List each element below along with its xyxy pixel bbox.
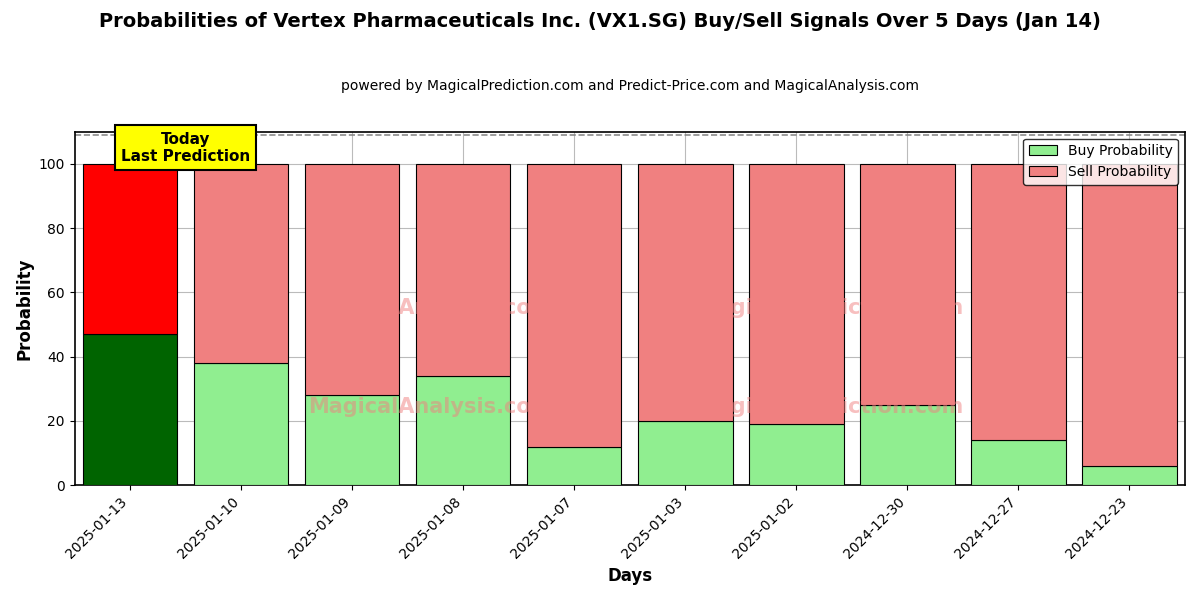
Text: MagicalAnalysis.com: MagicalAnalysis.com xyxy=(307,298,552,319)
Bar xyxy=(83,334,178,485)
Title: powered by MagicalPrediction.com and Predict-Price.com and MagicalAnalysis.com: powered by MagicalPrediction.com and Pre… xyxy=(341,79,919,93)
Bar xyxy=(749,424,844,485)
Legend: Buy Probability, Sell Probability: Buy Probability, Sell Probability xyxy=(1024,139,1178,185)
Bar xyxy=(749,164,844,424)
Bar xyxy=(527,446,622,485)
Text: Today
Last Prediction: Today Last Prediction xyxy=(121,131,251,164)
Bar xyxy=(416,376,510,485)
Bar xyxy=(194,164,288,363)
Bar xyxy=(638,164,732,421)
Bar xyxy=(971,440,1066,485)
Text: MagicalPrediction.com: MagicalPrediction.com xyxy=(696,397,964,418)
Bar xyxy=(860,164,955,405)
Bar xyxy=(1082,164,1177,466)
Bar xyxy=(638,421,732,485)
Bar xyxy=(971,164,1066,440)
Bar xyxy=(194,363,288,485)
Bar xyxy=(305,395,400,485)
Bar xyxy=(416,164,510,376)
Y-axis label: Probability: Probability xyxy=(16,257,34,360)
Text: MagicalPrediction.com: MagicalPrediction.com xyxy=(696,298,964,319)
X-axis label: Days: Days xyxy=(607,567,653,585)
Text: MagicalAnalysis.com: MagicalAnalysis.com xyxy=(307,397,552,418)
Bar xyxy=(83,164,178,334)
Bar xyxy=(1082,466,1177,485)
Bar xyxy=(860,405,955,485)
Text: Probabilities of Vertex Pharmaceuticals Inc. (VX1.SG) Buy/Sell Signals Over 5 Da: Probabilities of Vertex Pharmaceuticals … xyxy=(100,12,1100,31)
Bar xyxy=(305,164,400,395)
Bar xyxy=(527,164,622,446)
